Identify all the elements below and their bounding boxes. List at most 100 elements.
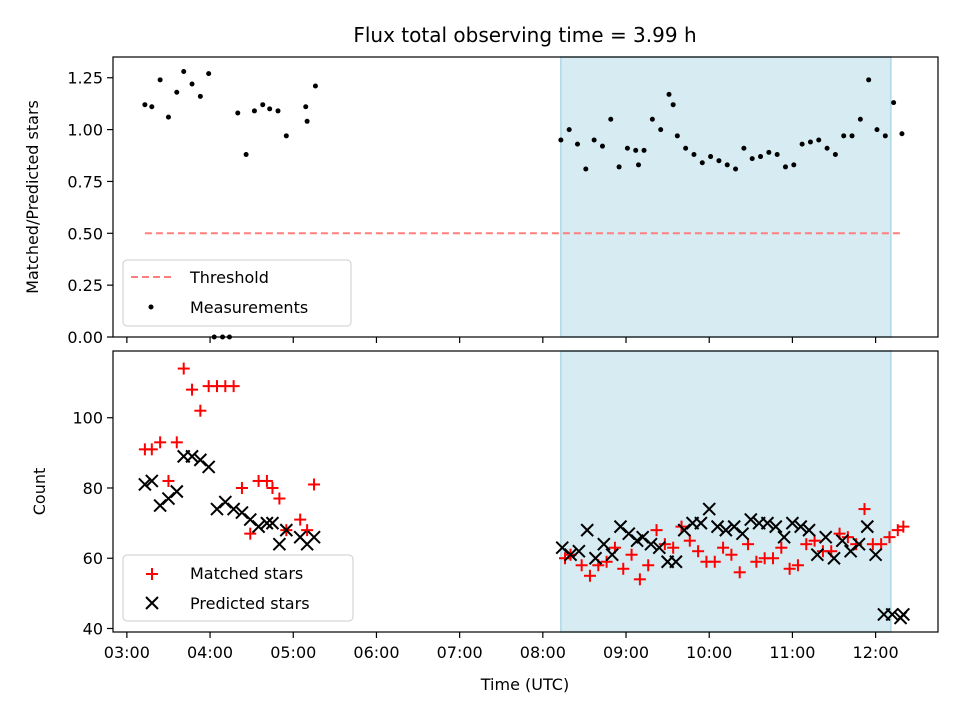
measurement-point xyxy=(766,149,772,155)
top-legend-box xyxy=(122,259,352,327)
measurement-point xyxy=(275,108,281,114)
predicted-star-point xyxy=(605,548,619,562)
predicted-star-point xyxy=(868,548,883,562)
matched-star-point xyxy=(808,534,821,547)
measurement-point xyxy=(574,141,580,147)
predicted-star-point xyxy=(260,516,274,530)
predicted-star-point xyxy=(769,519,783,534)
measurement-point xyxy=(832,151,838,157)
matched-star-point xyxy=(273,492,286,505)
matched-star-point xyxy=(692,545,705,558)
measurement-point xyxy=(658,127,664,133)
matched-star-point xyxy=(194,404,207,417)
x-tick-label: 12:00 xyxy=(853,643,899,662)
y-tick-label: 40 xyxy=(83,619,103,638)
predicted-star-point xyxy=(563,548,578,562)
measurement-point xyxy=(260,102,266,108)
x-tick-label: 10:00 xyxy=(686,643,732,662)
x-axis-label: Time (UTC) xyxy=(480,675,569,694)
y-tick-label: 60 xyxy=(83,549,103,568)
matched-star-point xyxy=(883,531,896,544)
measurement-point xyxy=(636,162,642,168)
legend-predicted-label: Predicted stars xyxy=(190,594,310,613)
predicted-star-point xyxy=(265,516,280,530)
measurement-point xyxy=(624,145,630,151)
measurement-point xyxy=(849,133,855,139)
matched-star-point xyxy=(783,562,796,575)
measurement-point xyxy=(674,133,680,139)
measurement-point xyxy=(716,158,722,164)
measurement-point xyxy=(149,104,155,110)
matched-star-point xyxy=(186,383,199,396)
measurement-point xyxy=(616,164,622,170)
y-tick-label: 1.25 xyxy=(67,69,103,88)
predicted-star-point xyxy=(710,519,725,534)
measurement-point xyxy=(666,91,672,97)
matched-star-point xyxy=(227,380,240,393)
top-panel: Flux total observing time = 3.99 h 0.000… xyxy=(23,23,939,347)
legend-measurements-swatch xyxy=(148,304,154,310)
predicted-star-point xyxy=(652,540,667,555)
measurement-point xyxy=(708,154,714,160)
matched-star-point xyxy=(858,503,871,516)
matched-star-point xyxy=(708,555,721,568)
x-tick-label: 11:00 xyxy=(769,643,815,662)
predicted-star-point xyxy=(777,530,791,544)
measurement-point xyxy=(303,104,309,110)
y-tick-label: 0.75 xyxy=(67,172,103,191)
predicted-star-point xyxy=(702,502,716,516)
measurement-point xyxy=(774,151,780,157)
legend-predicted-swatch xyxy=(145,596,159,610)
measurement-point xyxy=(157,77,163,83)
measurement-point xyxy=(633,147,639,153)
matched-star-point xyxy=(841,531,854,544)
top-y-ticks: 0.00 0.25 0.50 0.75 1.00 1.25 xyxy=(67,69,113,347)
measurement-point xyxy=(749,156,755,162)
predicted-star-point xyxy=(719,523,733,537)
measurement-point xyxy=(235,110,241,116)
predicted-star-point xyxy=(760,516,775,530)
bottom-series-group xyxy=(138,362,911,625)
matched-star-point xyxy=(725,548,738,561)
matched-star-point xyxy=(633,573,646,586)
predicted-star-point xyxy=(810,548,825,562)
predicted-star-point xyxy=(835,533,850,548)
matched-star-point xyxy=(667,541,680,554)
measurement-point xyxy=(724,162,730,168)
matched-star-point xyxy=(575,559,588,572)
matched-star-point xyxy=(658,538,671,551)
y-tick-label: 0.00 xyxy=(67,328,103,347)
predicted-star-point xyxy=(279,523,294,537)
predicted-star-point xyxy=(694,516,708,530)
measurement-point xyxy=(304,118,310,124)
measurement-point xyxy=(267,106,273,112)
matched-star-point xyxy=(294,513,307,526)
matched-star-point xyxy=(767,552,779,565)
y-tick-label: 0.25 xyxy=(67,276,103,295)
measurement-point xyxy=(866,77,872,83)
predicted-star-point xyxy=(644,537,658,551)
matched-star-point xyxy=(625,548,638,561)
y-tick-label: 80 xyxy=(83,479,103,498)
y-tick-label: 0.50 xyxy=(67,224,103,243)
matched-star-point xyxy=(733,566,746,579)
y-tick-label: 100 xyxy=(72,409,103,428)
matched-star-point xyxy=(154,436,167,449)
x-tick-label: 08:00 xyxy=(520,643,566,662)
measurement-point xyxy=(251,108,257,114)
bottom-legend: Matched stars Predicted stars xyxy=(122,554,354,622)
bottom-y-axis-label: Count xyxy=(30,468,49,516)
matched-star-point xyxy=(897,520,910,533)
measurement-point xyxy=(197,93,203,99)
top-legend: Threshold Measurements xyxy=(122,259,352,327)
measurement-point xyxy=(816,137,822,143)
predicted-star-point xyxy=(885,607,899,622)
measurement-point xyxy=(558,137,564,143)
measurement-point xyxy=(741,145,747,151)
measurement-point xyxy=(807,139,813,145)
legend-measurements-label: Measurements xyxy=(190,298,308,317)
measurement-point xyxy=(599,143,605,149)
matched-star-point xyxy=(617,562,630,575)
